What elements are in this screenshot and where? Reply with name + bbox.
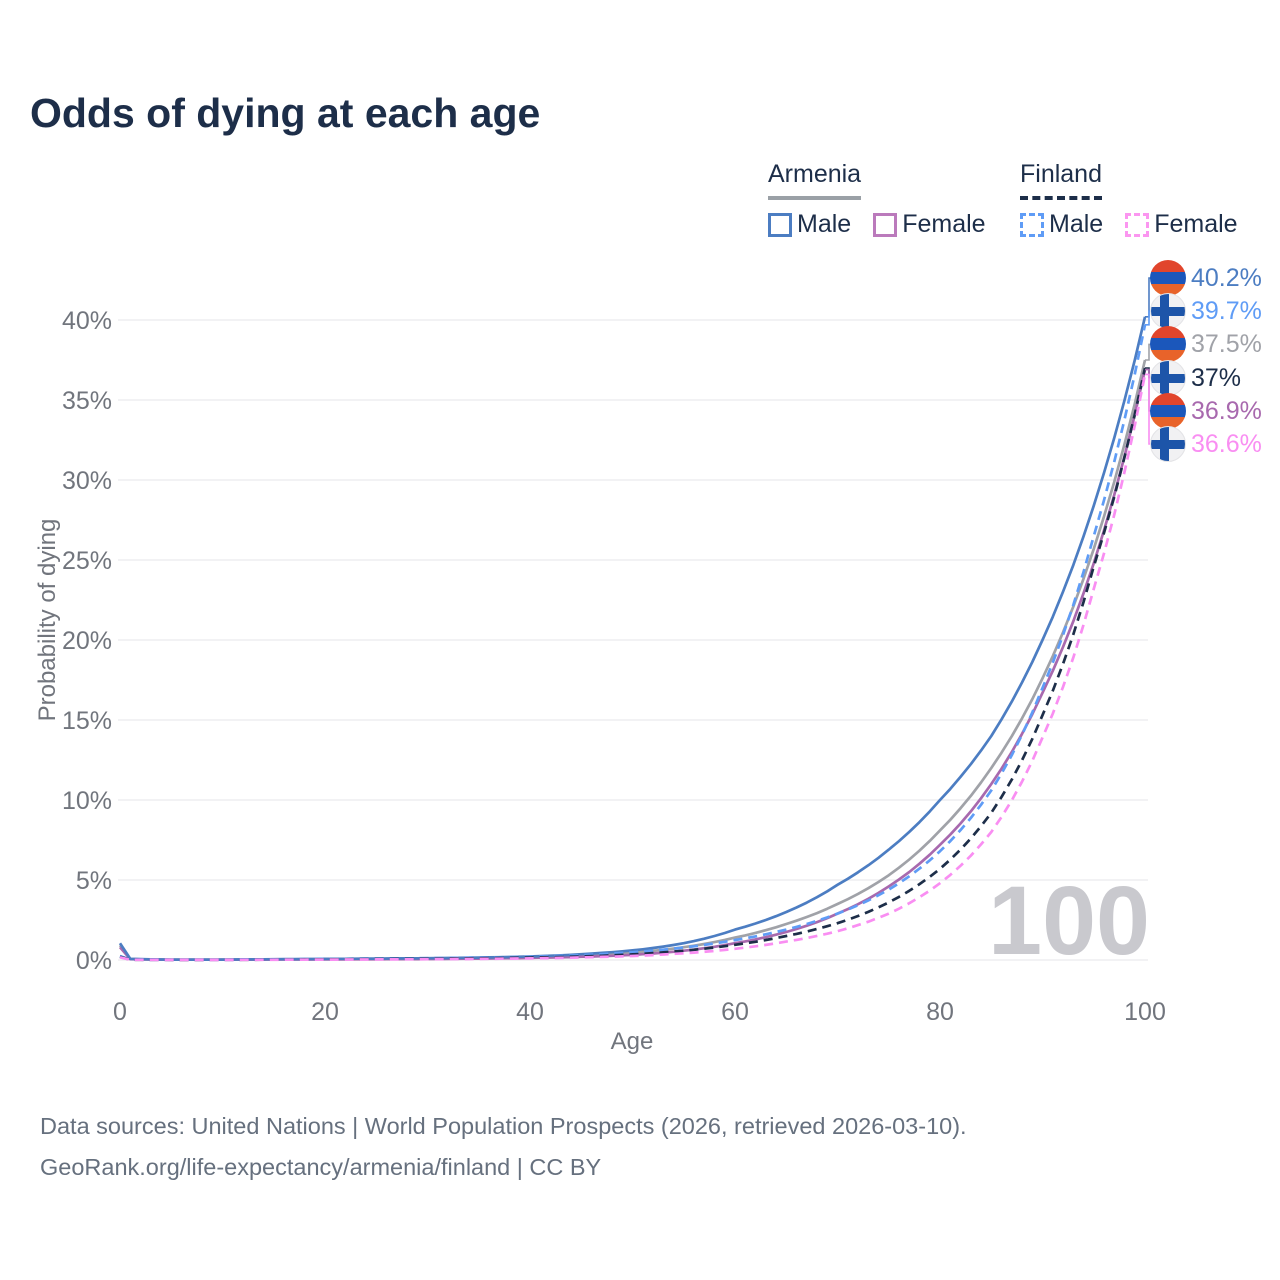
legend-label: Female (902, 210, 986, 238)
armenia-female-swatch-icon (873, 212, 898, 237)
legend-armenia-female[interactable]: Female (873, 210, 986, 239)
end-label-finland-female: 36.6% (1150, 426, 1262, 462)
legend-group-finland: Finland Male Female (1020, 160, 1238, 239)
y-axis-title: Probability of dying (34, 518, 61, 722)
end-label-value: 40.2% (1191, 263, 1262, 292)
end-label-finland-total: 37% (1150, 360, 1241, 396)
footer-sources: Data sources: United Nations | World Pop… (40, 1113, 967, 1139)
end-label-value: 36.6% (1191, 429, 1262, 458)
end-label-armenia-male: 40.2% (1150, 260, 1262, 296)
legend-armenia-male[interactable]: Male (768, 210, 851, 239)
x-axis-title: Age (610, 1028, 654, 1055)
legend-armenia-header[interactable]: Armenia (768, 160, 862, 200)
legend-group-armenia: Armenia Male Female (768, 160, 986, 239)
svg-text:5%: 5% (76, 867, 112, 895)
end-label-value: 37% (1191, 363, 1242, 392)
svg-text:100: 100 (1124, 998, 1166, 1026)
legend-label: Male (797, 210, 852, 238)
footer: Data sources: United Nations | World Pop… (40, 1106, 967, 1188)
legend-label: Male (1049, 210, 1104, 238)
svg-text:80: 80 (926, 998, 954, 1026)
legend-finland-female[interactable]: Female (1125, 210, 1238, 239)
finland-flag-icon (1150, 426, 1186, 462)
finland-female-swatch-icon (1125, 212, 1150, 237)
svg-text:25%: 25% (62, 547, 112, 575)
finland-flag-icon (1150, 293, 1186, 329)
legend-label: Female (1154, 210, 1238, 238)
age-watermark: 100 (988, 866, 1150, 975)
svg-text:30%: 30% (62, 467, 112, 495)
footer-attribution: GeoRank.org/life-expectancy/armenia/finl… (40, 1154, 602, 1180)
svg-text:20: 20 (311, 998, 339, 1026)
legend-finland-male[interactable]: Male (1020, 210, 1103, 239)
armenia-flag-icon (1150, 393, 1186, 429)
finland-flag-icon (1150, 360, 1186, 396)
finland-male-swatch-icon (1020, 212, 1044, 237)
armenia-flag-icon (1150, 260, 1186, 296)
svg-text:10%: 10% (62, 787, 112, 815)
svg-text:0: 0 (113, 998, 127, 1026)
end-label-armenia-total: 37.5% (1150, 326, 1262, 362)
svg-text:40%: 40% (62, 307, 112, 335)
page-title: Odds of dying at each age (30, 90, 541, 136)
svg-text:60: 60 (721, 998, 749, 1026)
end-label-finland-male: 39.7% (1150, 293, 1262, 329)
end-label-value: 36.9% (1191, 396, 1262, 425)
legend-finland-header[interactable]: Finland (1020, 160, 1102, 200)
end-label-value: 39.7% (1191, 296, 1262, 325)
end-label-armenia-female: 36.9% (1150, 393, 1262, 429)
armenia-male-swatch-icon (768, 212, 792, 237)
end-label-value: 37.5% (1191, 329, 1262, 358)
svg-text:0%: 0% (76, 947, 112, 975)
svg-text:20%: 20% (62, 627, 112, 655)
armenia-flag-icon (1150, 326, 1186, 362)
svg-text:40: 40 (516, 998, 544, 1026)
svg-text:15%: 15% (62, 707, 112, 735)
svg-text:35%: 35% (62, 387, 112, 415)
